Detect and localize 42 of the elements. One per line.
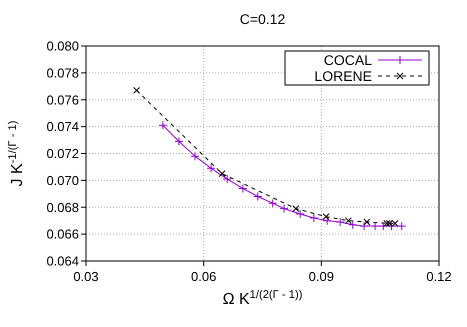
point [218,170,226,178]
point [309,214,318,222]
point [387,222,396,231]
point [370,222,380,231]
x-tick-label: 0.03 [73,269,99,284]
x-tick-label: 0.06 [191,269,216,284]
y-tick-label: 0.078 [46,65,79,80]
point [322,213,330,220]
y-tick-label: 0.066 [46,226,79,242]
point [190,152,200,161]
y-tick-label: 0.068 [46,200,79,215]
point [397,222,406,231]
legend-label: LORENE [314,68,372,84]
point [133,86,140,94]
x-tick-label: 0.09 [308,269,334,284]
point [378,222,388,231]
point [363,218,370,226]
point [268,198,278,208]
y-tick-label: 0.076 [46,92,79,108]
point [322,216,332,226]
point [296,209,305,218]
legend-label: COCAL [324,52,372,68]
point [174,136,184,146]
point [360,222,369,231]
point [292,205,300,212]
point [348,220,358,230]
x-axis-title: Ω K$^{1/(2(Γ - 1))}$ [222,289,303,308]
point [344,217,352,224]
y-tick-label: 0.074 [46,119,79,134]
point [238,184,248,193]
chart-title: C=0.12 [240,11,286,27]
point [222,174,232,184]
y-tick-label: 0.080 [46,38,79,54]
y-tick-label: 0.070 [46,172,79,188]
point [253,192,262,201]
y-tick-label: 0.064 [46,254,79,269]
point [158,120,168,130]
point [206,164,216,173]
x-tick-label: 0.12 [426,269,452,284]
point [280,204,289,214]
point [336,218,345,227]
y-tick-label: 0.072 [46,146,79,162]
